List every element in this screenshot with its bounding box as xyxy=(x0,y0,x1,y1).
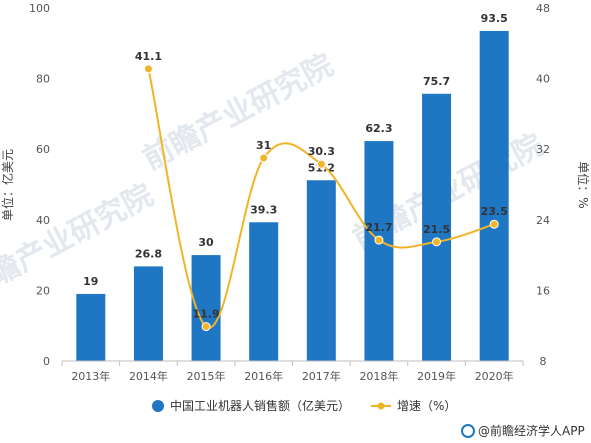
x-axis-ticks: 2013年 2014年 2015年 2016年 2017年 2018年 2019年 2020年 xyxy=(61,361,524,383)
bar-data-label: 19 xyxy=(83,275,98,288)
y-left-tick-label: 100 xyxy=(29,2,50,15)
growth-rate-label: 31 xyxy=(256,139,271,152)
legend: 中国工业机器人销售额（亿美元） 增速（%） xyxy=(152,398,456,413)
x-tick-label: 2020年 xyxy=(475,369,514,383)
y-left-tick-label: 40 xyxy=(36,214,50,227)
y-left-tick-label: 0 xyxy=(43,355,50,368)
growth-rate-label: 11.9 xyxy=(192,308,219,321)
bar xyxy=(133,266,163,361)
x-tick-label: 2019年 xyxy=(417,369,456,383)
bar xyxy=(422,93,452,362)
x-tick-label: 2016年 xyxy=(244,369,283,383)
growth-rate-point xyxy=(143,64,153,74)
growth-rate-point xyxy=(259,153,269,163)
growth-rate-point xyxy=(201,322,211,332)
growth-rate-label: 41.1 xyxy=(135,50,162,63)
growth-rate-line xyxy=(147,68,495,329)
bar-data-label: 93.5 xyxy=(481,12,508,25)
source-logo xyxy=(461,424,475,438)
y-axis-left-ticks: 0 20 40 60 80 100 xyxy=(29,2,50,368)
source-attribution: @前瞻经济学人APP xyxy=(461,423,585,438)
growth-rate-label: 21.5 xyxy=(423,223,450,236)
x-tick-label: 2015年 xyxy=(187,369,226,383)
growth-rate-point xyxy=(489,219,499,229)
growth-rate-point xyxy=(316,159,326,169)
bar-data-label: 30 xyxy=(198,236,214,249)
y-left-tick-label: 20 xyxy=(36,284,50,297)
x-tick-label: 2014年 xyxy=(129,369,168,383)
growth-rate-point xyxy=(432,237,442,247)
y-right-tick-label: 32 xyxy=(536,143,550,156)
x-tick-label: 2017年 xyxy=(302,369,341,383)
bar xyxy=(249,222,279,361)
growth-rate-label: 23.5 xyxy=(481,205,508,218)
x-tick-label: 2018年 xyxy=(359,369,398,383)
y-right-tick-label: 48 xyxy=(536,2,550,15)
y-right-tick-label: 8 xyxy=(540,355,547,368)
legend-line-marker-dot xyxy=(377,402,385,410)
x-tick-label: 2013年 xyxy=(71,369,110,383)
y-left-tick-label: 60 xyxy=(36,143,50,156)
bar xyxy=(306,180,336,361)
y-right-tick-label: 16 xyxy=(536,284,550,297)
growth-rate-point xyxy=(374,235,384,245)
legend-bar-marker xyxy=(152,400,164,412)
bar-series xyxy=(76,30,509,362)
y-axis-left-title: 单位：亿美元 xyxy=(0,149,15,221)
legend-line-label: 增速（%） xyxy=(397,399,456,413)
y-left-tick-label: 80 xyxy=(36,73,50,86)
y-axis-right-title: 单位：% xyxy=(576,161,591,208)
y-right-tick-label: 24 xyxy=(536,214,550,227)
source-text: @前瞻经济学人APP xyxy=(478,423,585,438)
bar-data-label: 62.3 xyxy=(365,122,392,135)
legend-bar-label: 中国工业机器人销售额（亿美元） xyxy=(170,398,350,413)
growth-rate-label: 21.7 xyxy=(365,221,392,234)
bar xyxy=(76,293,106,361)
line-series xyxy=(143,64,499,332)
growth-rate-label: 30.3 xyxy=(308,145,335,158)
bar xyxy=(479,30,509,361)
bar-data-label: 39.3 xyxy=(250,203,277,216)
y-right-tick-label: 40 xyxy=(536,73,550,86)
y-axis-right-ticks: 8 16 24 32 40 48 xyxy=(536,2,550,368)
bar-data-label: 26.8 xyxy=(135,247,162,260)
line-label-group: 41.1 11.9 31 30.3 21.7 21.5 23.5 xyxy=(135,50,508,321)
bar-data-label: 75.7 xyxy=(423,75,450,88)
bar xyxy=(364,141,394,361)
